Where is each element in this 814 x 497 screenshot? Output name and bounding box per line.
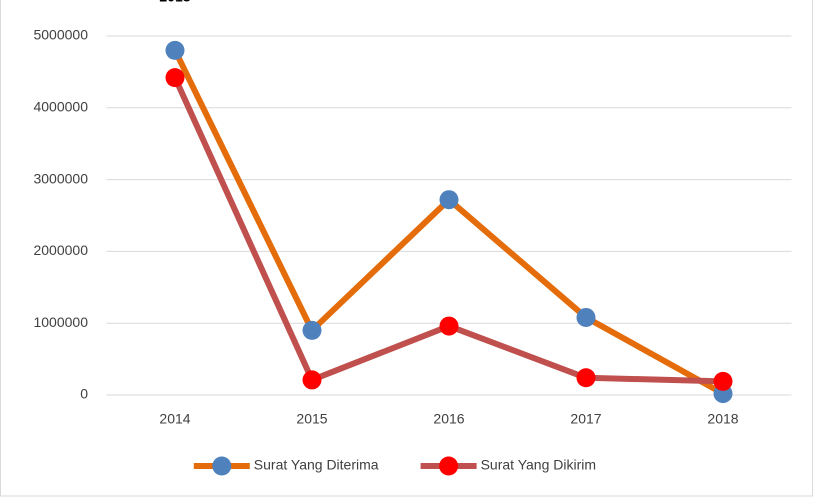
data-point xyxy=(166,41,185,60)
legend-marker xyxy=(439,457,458,476)
x-tick-label: 2018 xyxy=(707,411,738,427)
data-point xyxy=(303,321,322,340)
chart-border xyxy=(1,0,813,496)
data-point xyxy=(577,368,596,387)
chart-title: 2018 xyxy=(159,0,190,5)
data-point xyxy=(577,308,596,327)
y-tick-label: 1000000 xyxy=(33,314,88,330)
data-point xyxy=(303,370,322,389)
y-tick-label: 5000000 xyxy=(33,27,88,43)
data-point xyxy=(714,372,733,391)
y-tick-label: 2000000 xyxy=(33,242,88,258)
x-tick-label: 2017 xyxy=(570,411,601,427)
legend-label: Surat Yang Diterima xyxy=(254,457,379,473)
x-tick-label: 2014 xyxy=(159,411,190,427)
y-tick-label: 3000000 xyxy=(33,170,88,186)
legend-marker xyxy=(212,457,231,476)
y-tick-label: 4000000 xyxy=(33,99,88,115)
chart: 2018 0 1000000 2000000 3000000 4000000 500000… xyxy=(0,0,814,497)
data-point xyxy=(440,317,459,336)
x-tick-label: 2015 xyxy=(296,411,327,427)
legend-label: Surat Yang Dikirim xyxy=(481,457,596,473)
x-tick-label: 2016 xyxy=(433,411,464,427)
data-point xyxy=(440,190,459,209)
data-point xyxy=(166,68,185,87)
y-tick-label: 0 xyxy=(80,386,88,402)
